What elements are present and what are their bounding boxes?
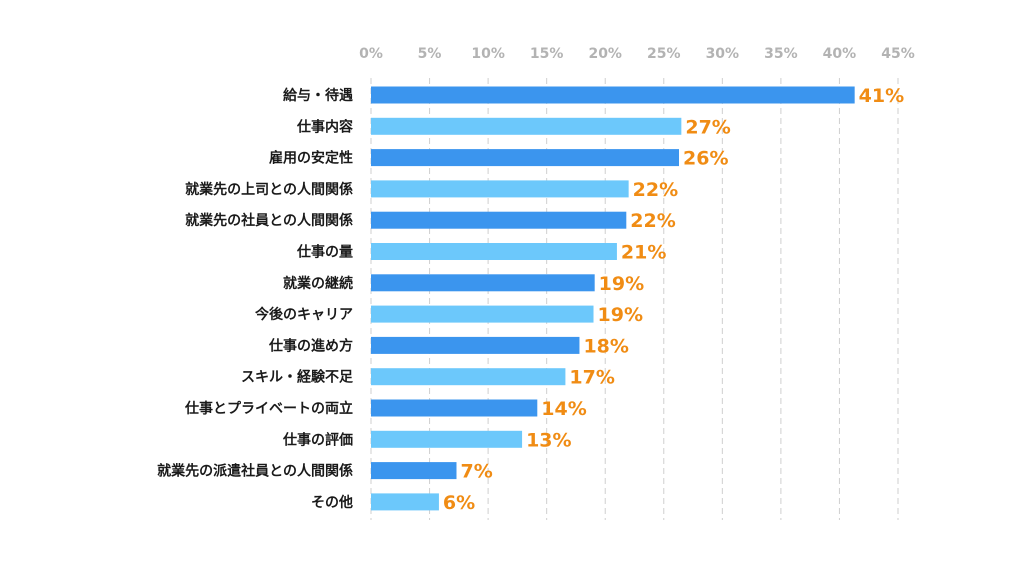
bar [371,211,627,229]
bar [371,368,566,386]
data-label: 19% [599,273,644,295]
x-tick-label: 20% [588,46,622,62]
bar [371,180,629,198]
category-label: 就業先の上司との人間関係 [185,181,353,198]
x-tick-label: 30% [706,46,740,62]
category-label: その他 [311,494,353,511]
bar [371,305,594,323]
data-label: 21% [621,242,666,264]
data-label: 18% [583,335,628,357]
data-label: 22% [633,179,678,201]
bar [371,243,617,260]
x-tick-label: 5% [418,46,442,62]
x-tick-label: 0% [359,46,383,62]
bar [371,493,439,511]
x-tick-label: 40% [823,46,857,62]
data-label: 19% [598,304,643,326]
category-label: 給与・待遇 [283,87,353,104]
bar [371,86,855,104]
category-label: 就業先の派遣社員との人間関係 [157,463,353,480]
category-label: 仕事の量 [296,244,353,261]
x-tick-label: 35% [764,46,798,62]
data-label: 17% [569,367,614,389]
category-label: 雇用の安定性 [269,150,353,167]
category-label: 仕事とプライベートの両立 [184,400,353,417]
gridlines [370,78,899,520]
category-label: 今後のキャリア [254,306,353,323]
category-label: 就業の継続 [283,275,353,292]
bars [371,86,855,511]
data-labels: 41%27%26%22%22%21%19%19%18%17%14%13%7%6% [443,85,904,514]
data-label: 27% [685,116,730,138]
bar [371,149,680,167]
data-label: 6% [443,492,475,514]
x-tick-label: 10% [471,46,505,62]
category-label: 仕事内容 [296,118,353,135]
x-tick-label: 15% [530,46,564,62]
category-label: 就業先の社員との人間関係 [185,212,353,229]
bar [371,462,457,480]
bar [371,430,523,448]
category-label: スキル・経験不足 [241,369,354,386]
category-label: 仕事の進め方 [268,337,353,354]
category-label: 仕事の評価 [282,431,353,448]
bar [371,117,682,135]
data-label: 14% [541,398,586,420]
bar [371,399,538,417]
data-label: 7% [460,461,492,483]
category-labels: 給与・待遇仕事内容雇用の安定性就業先の上司との人間関係就業先の社員との人間関係仕… [157,87,354,511]
x-tick-label: 25% [647,46,681,62]
data-label: 41% [859,85,904,107]
data-label: 22% [630,210,675,232]
x-tick-label: 45% [881,46,915,62]
data-label: 26% [683,148,728,170]
bar [371,336,580,354]
bar [371,274,595,292]
x-axis-ticks: 0% 5% 10% 15% 20% 25% 30% 35% 40% 45% [359,46,915,62]
data-label: 13% [526,429,571,451]
